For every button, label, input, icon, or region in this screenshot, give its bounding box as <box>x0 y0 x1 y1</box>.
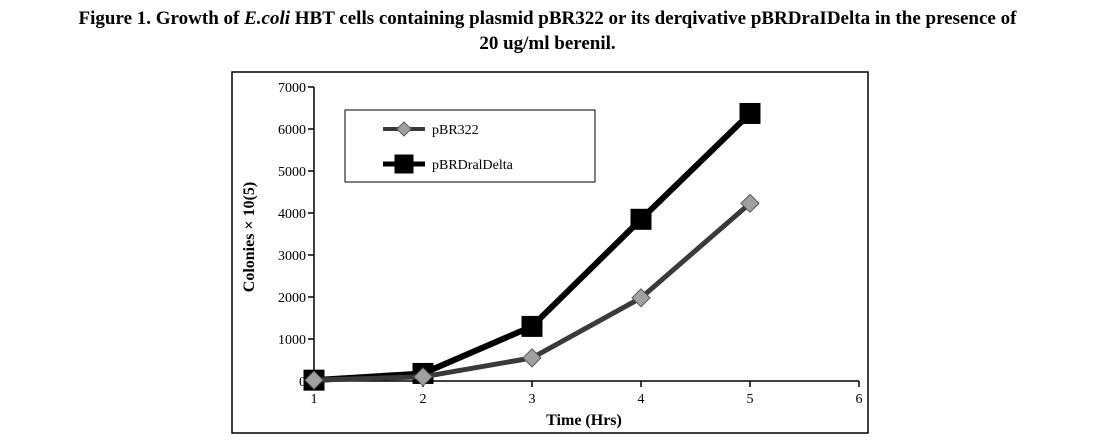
chart-series <box>303 102 761 391</box>
x-tick-label: 3 <box>529 392 536 407</box>
y-tick-label: 2000 <box>278 291 306 306</box>
caption-line-1: Figure 1. Growth of E.coli HBT cells con… <box>78 8 1017 29</box>
y-tick-label: 7000 <box>278 81 306 96</box>
data-point <box>413 367 433 387</box>
data-point <box>522 348 542 368</box>
series-diamond <box>304 193 760 390</box>
data-point <box>304 370 324 390</box>
caption-italic-species: E.coli <box>244 8 291 29</box>
data-point <box>739 102 761 124</box>
x-tick-label: 6 <box>856 392 863 407</box>
y-tick-label: 6000 <box>278 123 306 138</box>
legend-marker <box>394 154 414 174</box>
x-tick-label: 4 <box>638 392 645 407</box>
legend-entry: pBRDralDelta <box>383 154 514 174</box>
y-tick-label: 4000 <box>278 207 306 222</box>
chart-legend: pBR322 pBRDralDelta <box>344 109 596 183</box>
chart-axes: 0 1000 2000 3000 4000 5000 6000 7000 1 2 3 4 5 6 <box>278 81 863 407</box>
x-tick-label: 2 <box>420 392 427 407</box>
y-axis-label: Colonies × 10(5) <box>241 182 258 292</box>
y-tick-label: 5000 <box>278 165 306 180</box>
legend-label: pBR322 <box>432 123 479 138</box>
x-tick-label: 5 <box>747 392 754 407</box>
x-tick-label: 1 <box>311 392 318 407</box>
y-tick-label: 3000 <box>278 249 306 264</box>
legend-entry: pBR322 <box>383 121 479 138</box>
data-point <box>740 193 760 214</box>
data-point <box>630 208 652 230</box>
x-axis-label: Time (Hrs) <box>546 412 622 429</box>
y-tick-label: 1000 <box>278 333 306 348</box>
caption-line-2: 20 ug/ml berenil. <box>479 33 616 54</box>
y-tick-label: 0 <box>299 375 306 390</box>
legend-label: pBRDralDelta <box>432 158 514 173</box>
data-point <box>631 288 651 308</box>
legend-box <box>344 109 596 183</box>
chart-frame <box>231 71 869 434</box>
legend-marker <box>396 121 412 137</box>
figure-caption: Figure 1. Growth of E.coli HBT cells con… <box>0 6 1095 56</box>
data-point <box>521 315 543 337</box>
